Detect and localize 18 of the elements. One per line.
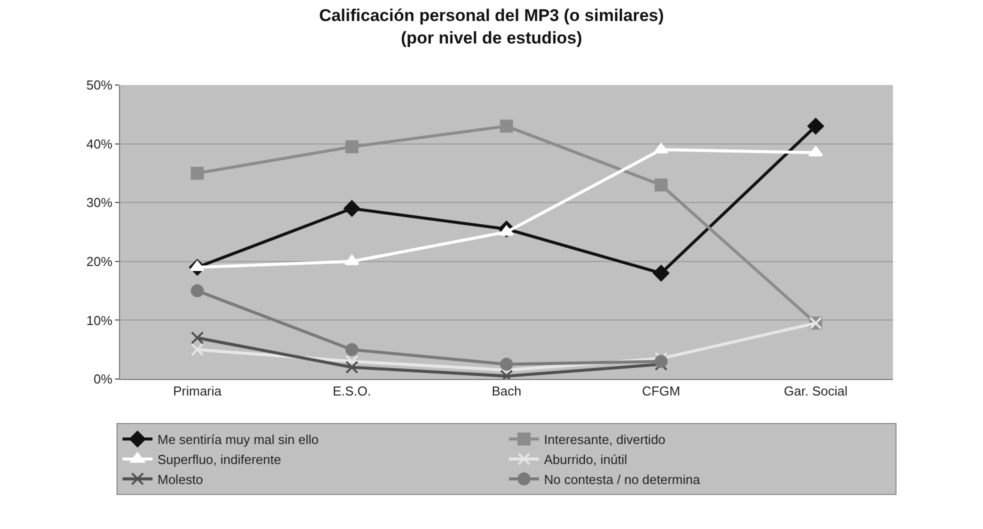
legend-label: Aburrido, inútil (544, 452, 628, 468)
y-tick-label: 30% (86, 195, 113, 210)
legend-label: No contesta / no determina (544, 472, 701, 487)
x-tick-label: Primaria (173, 384, 222, 399)
y-tick-label: 0% (94, 372, 113, 387)
legend-label: Molesto (158, 472, 204, 487)
y-tick-label: 20% (86, 254, 113, 269)
y-tick-label: 40% (86, 136, 113, 152)
legend-label: Interesante, divertido (544, 432, 666, 448)
legend-label: Me sentiría muy mal sin ello (158, 432, 319, 448)
x-tick-label: E.S.O. (332, 384, 372, 399)
chart-title: Calificación personal del MP3 (o similares) (por nivel de estudios) (319, 6, 664, 48)
y-tick-label: 50% (86, 78, 113, 93)
x-tick-label: Gar. Social (784, 384, 848, 399)
x-tick-label: Bach (492, 384, 522, 399)
legend-label: Superfluo, indiferente (158, 452, 282, 468)
x-tick-label: CFGM (642, 384, 680, 399)
y-tick-label: 10% (86, 312, 113, 328)
